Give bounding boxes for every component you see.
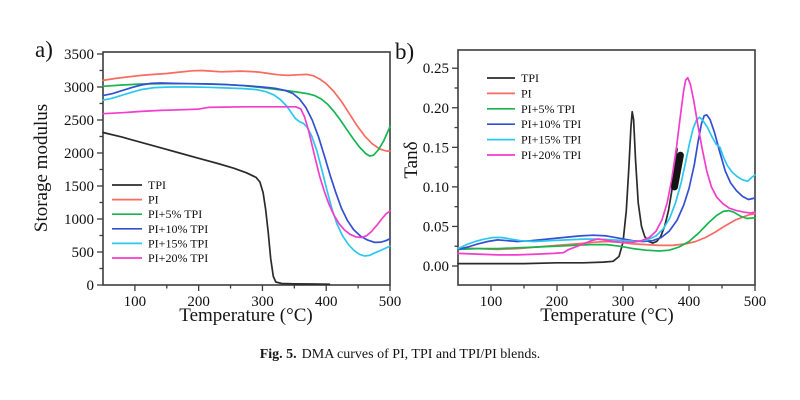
chart-b-legend-label-tpi: TPI bbox=[521, 71, 539, 85]
chart-b-legend-label-pi-15-tpi: PI+15% TPI bbox=[521, 133, 581, 147]
chart-a-legend-label-pi-10-tpi: PI+10% TPI bbox=[148, 222, 208, 236]
chart-b-legend-label-pi-20-tpi: PI+20% TPI bbox=[521, 148, 581, 162]
chart-a-tick-labels: 100 200 300 400 500 0 500 1000 1500 2000 2500 3000 3… bbox=[64, 47, 401, 310]
chart-a-series-pi-15-tpi bbox=[102, 86, 391, 257]
chart-a-series-pi-10-tpi bbox=[102, 82, 391, 244]
chart-a-series bbox=[102, 69, 391, 286]
chart-a-xlabel: Temperature (°C) bbox=[179, 305, 312, 326]
chart-a-legend-label-tpi: TPI bbox=[148, 178, 166, 192]
svg-text:200: 200 bbox=[187, 294, 210, 310]
chart-a-series-pi-20-tpi bbox=[102, 105, 391, 239]
figure-caption: Fig. 5. DMA curves of PI, TPI and TPI/PI … bbox=[0, 347, 800, 363]
svg-text:300: 300 bbox=[251, 294, 274, 310]
svg-text:0.00: 0.00 bbox=[423, 259, 449, 275]
panel-label-a: a) bbox=[35, 37, 53, 62]
chart-b-legend-label-pi-10-tpi: PI+10% TPI bbox=[521, 117, 581, 131]
svg-text:3500: 3500 bbox=[64, 47, 94, 63]
svg-text:500: 500 bbox=[379, 294, 402, 310]
svg-text:200: 200 bbox=[546, 294, 569, 310]
chart-b-ylabel: Tanδ bbox=[401, 141, 422, 178]
svg-text:0.15: 0.15 bbox=[423, 140, 449, 156]
svg-text:0.20: 0.20 bbox=[423, 101, 449, 117]
svg-text:100: 100 bbox=[480, 294, 503, 310]
chart-a-ylabel: Storage modulus bbox=[31, 104, 52, 232]
chart-a-axes bbox=[97, 53, 391, 291]
chart-a: 100 200 300 400 500 0 500 1000 1500 2000 2500 3000 3… bbox=[31, 47, 401, 326]
chart-b-legend-label-pi-5-tpi: PI+5% TPI bbox=[521, 102, 575, 116]
chart-b-annotation-blob bbox=[671, 151, 684, 191]
svg-text:500: 500 bbox=[72, 245, 95, 261]
svg-text:0.25: 0.25 bbox=[423, 61, 449, 77]
chart-b-series-pi-5-tpi bbox=[457, 209, 756, 252]
chart-a-legend-label-pi-20-tpi: PI+20% TPI bbox=[148, 251, 208, 265]
chart-a-legend-label-pi-15-tpi: PI+15% TPI bbox=[148, 236, 208, 250]
svg-text:400: 400 bbox=[315, 294, 338, 310]
chart-b-series-pi-10-tpi bbox=[457, 114, 756, 251]
figure-caption-label: Fig. 5. bbox=[259, 347, 297, 362]
svg-text:2000: 2000 bbox=[64, 146, 94, 162]
svg-text:0.05: 0.05 bbox=[423, 219, 449, 235]
svg-text:100: 100 bbox=[124, 294, 147, 310]
figure-caption-text: DMA curves of PI, TPI and TPI/PI blends. bbox=[301, 347, 541, 362]
chart-a-series-pi-5-tpi bbox=[102, 82, 391, 157]
chart-b-legend-label-pi: PI bbox=[521, 86, 532, 100]
svg-text:3000: 3000 bbox=[64, 80, 94, 96]
chart-b-series-pi-20-tpi bbox=[457, 76, 756, 256]
svg-text:0: 0 bbox=[87, 278, 95, 294]
svg-text:300: 300 bbox=[612, 294, 635, 310]
svg-text:0.10: 0.10 bbox=[423, 180, 449, 196]
chart-b-tick-labels: 100 200 300 400 500 0.00 0.05 0.10 0.15 0.20 0.25 bbox=[423, 61, 767, 310]
chart-b-series bbox=[457, 76, 756, 265]
chart-b-series-pi-15-tpi bbox=[457, 116, 756, 250]
chart-a-series-pi bbox=[102, 69, 391, 152]
svg-text:1500: 1500 bbox=[64, 179, 94, 195]
dma-figure-canvas: 100 200 300 400 500 0 500 1000 1500 2000 2500 3000 3… bbox=[31, 47, 767, 326]
chart-a-legend-label-pi-5-tpi: PI+5% TPI bbox=[148, 207, 202, 221]
svg-text:500: 500 bbox=[744, 294, 767, 310]
chart-a-legend-label-pi: PI bbox=[148, 193, 159, 207]
chart-a-series-tpi bbox=[102, 131, 331, 286]
svg-text:400: 400 bbox=[678, 294, 701, 310]
svg-text:2500: 2500 bbox=[64, 113, 94, 129]
svg-text:1000: 1000 bbox=[64, 212, 94, 228]
chart-b-axes bbox=[452, 67, 756, 291]
panel-label-b: b) bbox=[395, 39, 415, 64]
chart-b-xlabel: Temperature (°C) bbox=[540, 305, 673, 326]
chart-a-frame bbox=[102, 51, 391, 286]
chart-b: 100 200 300 400 500 0.00 0.05 0.10 0.15 0.20 0.25 T… bbox=[401, 49, 767, 326]
